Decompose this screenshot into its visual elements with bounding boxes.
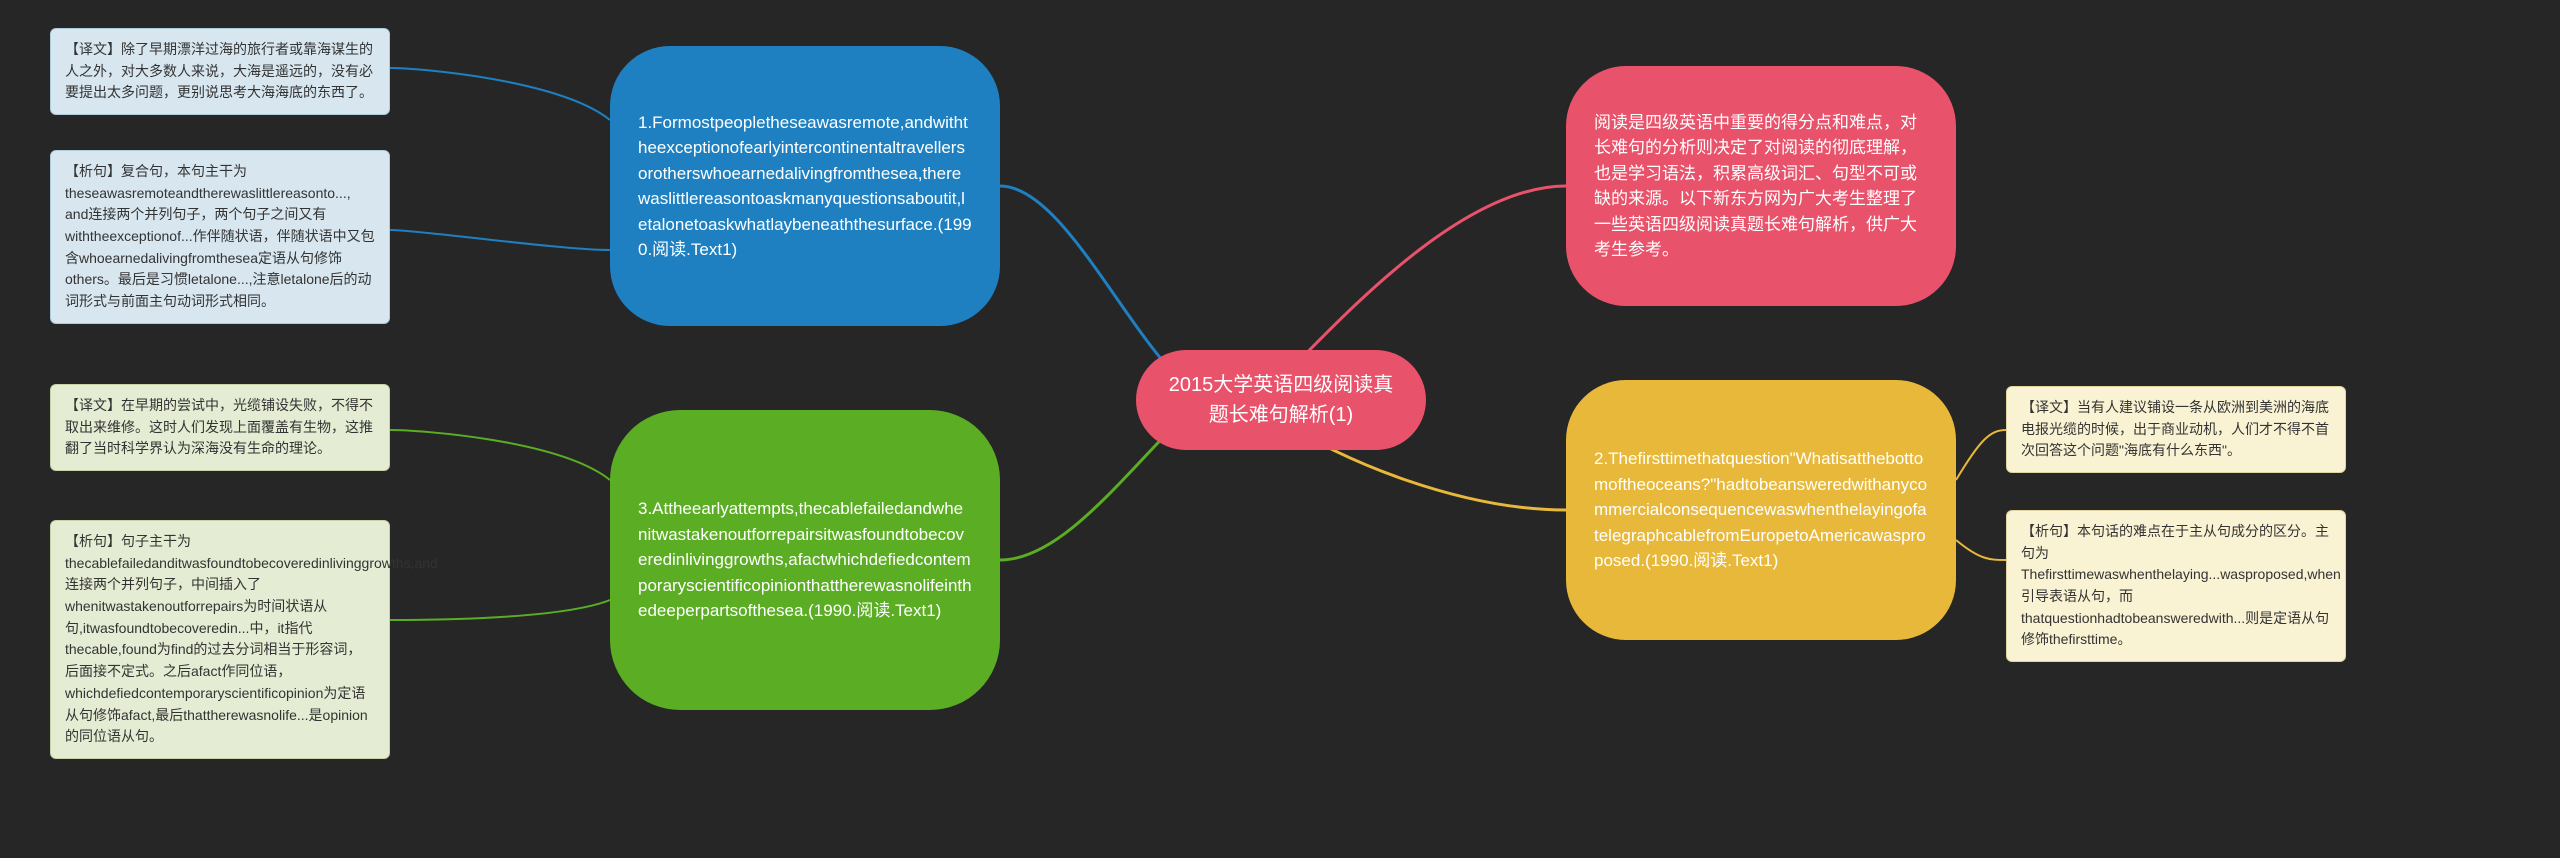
center-node[interactable]: 2015大学英语四级阅读真题长难句解析(1) bbox=[1136, 350, 1426, 450]
leaf-text: 【析句】句子主干为thecablefailedanditwasfoundtobe… bbox=[65, 533, 438, 744]
leaf-text: 【译文】在早期的尝试中，光缆铺设失败，不得不取出来维修。这时人们发现上面覆盖有生… bbox=[65, 397, 373, 456]
center-title: 2015大学英语四级阅读真题长难句解析(1) bbox=[1160, 370, 1402, 430]
branch-green[interactable]: 3.Attheearlyattempts,thecablefailedandwh… bbox=[610, 410, 1000, 710]
leaf-blue-analysis[interactable]: 【析句】复合句，本句主干为theseawasremoteandtherewasl… bbox=[50, 150, 390, 324]
branch-blue-text: 1.Formostpeopletheseawasremote,andwithth… bbox=[638, 110, 972, 263]
leaf-text: 【析句】本句话的难点在于主从句成分的区分。主句为Thefirsttimewasw… bbox=[2021, 523, 2341, 647]
leaf-blue-translation[interactable]: 【译文】除了早期漂洋过海的旅行者或靠海谋生的人之外，对大多数人来说，大海是遥远的… bbox=[50, 28, 390, 115]
branch-blue[interactable]: 1.Formostpeopletheseawasremote,andwithth… bbox=[610, 46, 1000, 326]
leaf-yellow-translation[interactable]: 【译文】当有人建议铺设一条从欧洲到美洲的海底电报光缆的时候，出于商业动机，人们才… bbox=[2006, 386, 2346, 473]
leaf-text: 【译文】除了早期漂洋过海的旅行者或靠海谋生的人之外，对大多数人来说，大海是遥远的… bbox=[65, 41, 373, 100]
leaf-green-analysis[interactable]: 【析句】句子主干为thecablefailedanditwasfoundtobe… bbox=[50, 520, 390, 759]
leaf-text: 【析句】复合句，本句主干为theseawasremoteandtherewasl… bbox=[65, 163, 375, 309]
leaf-green-translation[interactable]: 【译文】在早期的尝试中，光缆铺设失败，不得不取出来维修。这时人们发现上面覆盖有生… bbox=[50, 384, 390, 471]
branch-red[interactable]: 阅读是四级英语中重要的得分点和难点，对长难句的分析则决定了对阅读的彻底理解，也是… bbox=[1566, 66, 1956, 306]
branch-yellow[interactable]: 2.Thefirsttimethatquestion"Whatisatthebo… bbox=[1566, 380, 1956, 640]
branch-yellow-text: 2.Thefirsttimethatquestion"Whatisatthebo… bbox=[1594, 446, 1928, 574]
branch-green-text: 3.Attheearlyattempts,thecablefailedandwh… bbox=[638, 496, 972, 624]
leaf-yellow-analysis[interactable]: 【析句】本句话的难点在于主从句成分的区分。主句为Thefirsttimewasw… bbox=[2006, 510, 2346, 662]
branch-red-text: 阅读是四级英语中重要的得分点和难点，对长难句的分析则决定了对阅读的彻底理解，也是… bbox=[1594, 110, 1928, 263]
leaf-text: 【译文】当有人建议铺设一条从欧洲到美洲的海底电报光缆的时候，出于商业动机，人们才… bbox=[2021, 399, 2329, 458]
